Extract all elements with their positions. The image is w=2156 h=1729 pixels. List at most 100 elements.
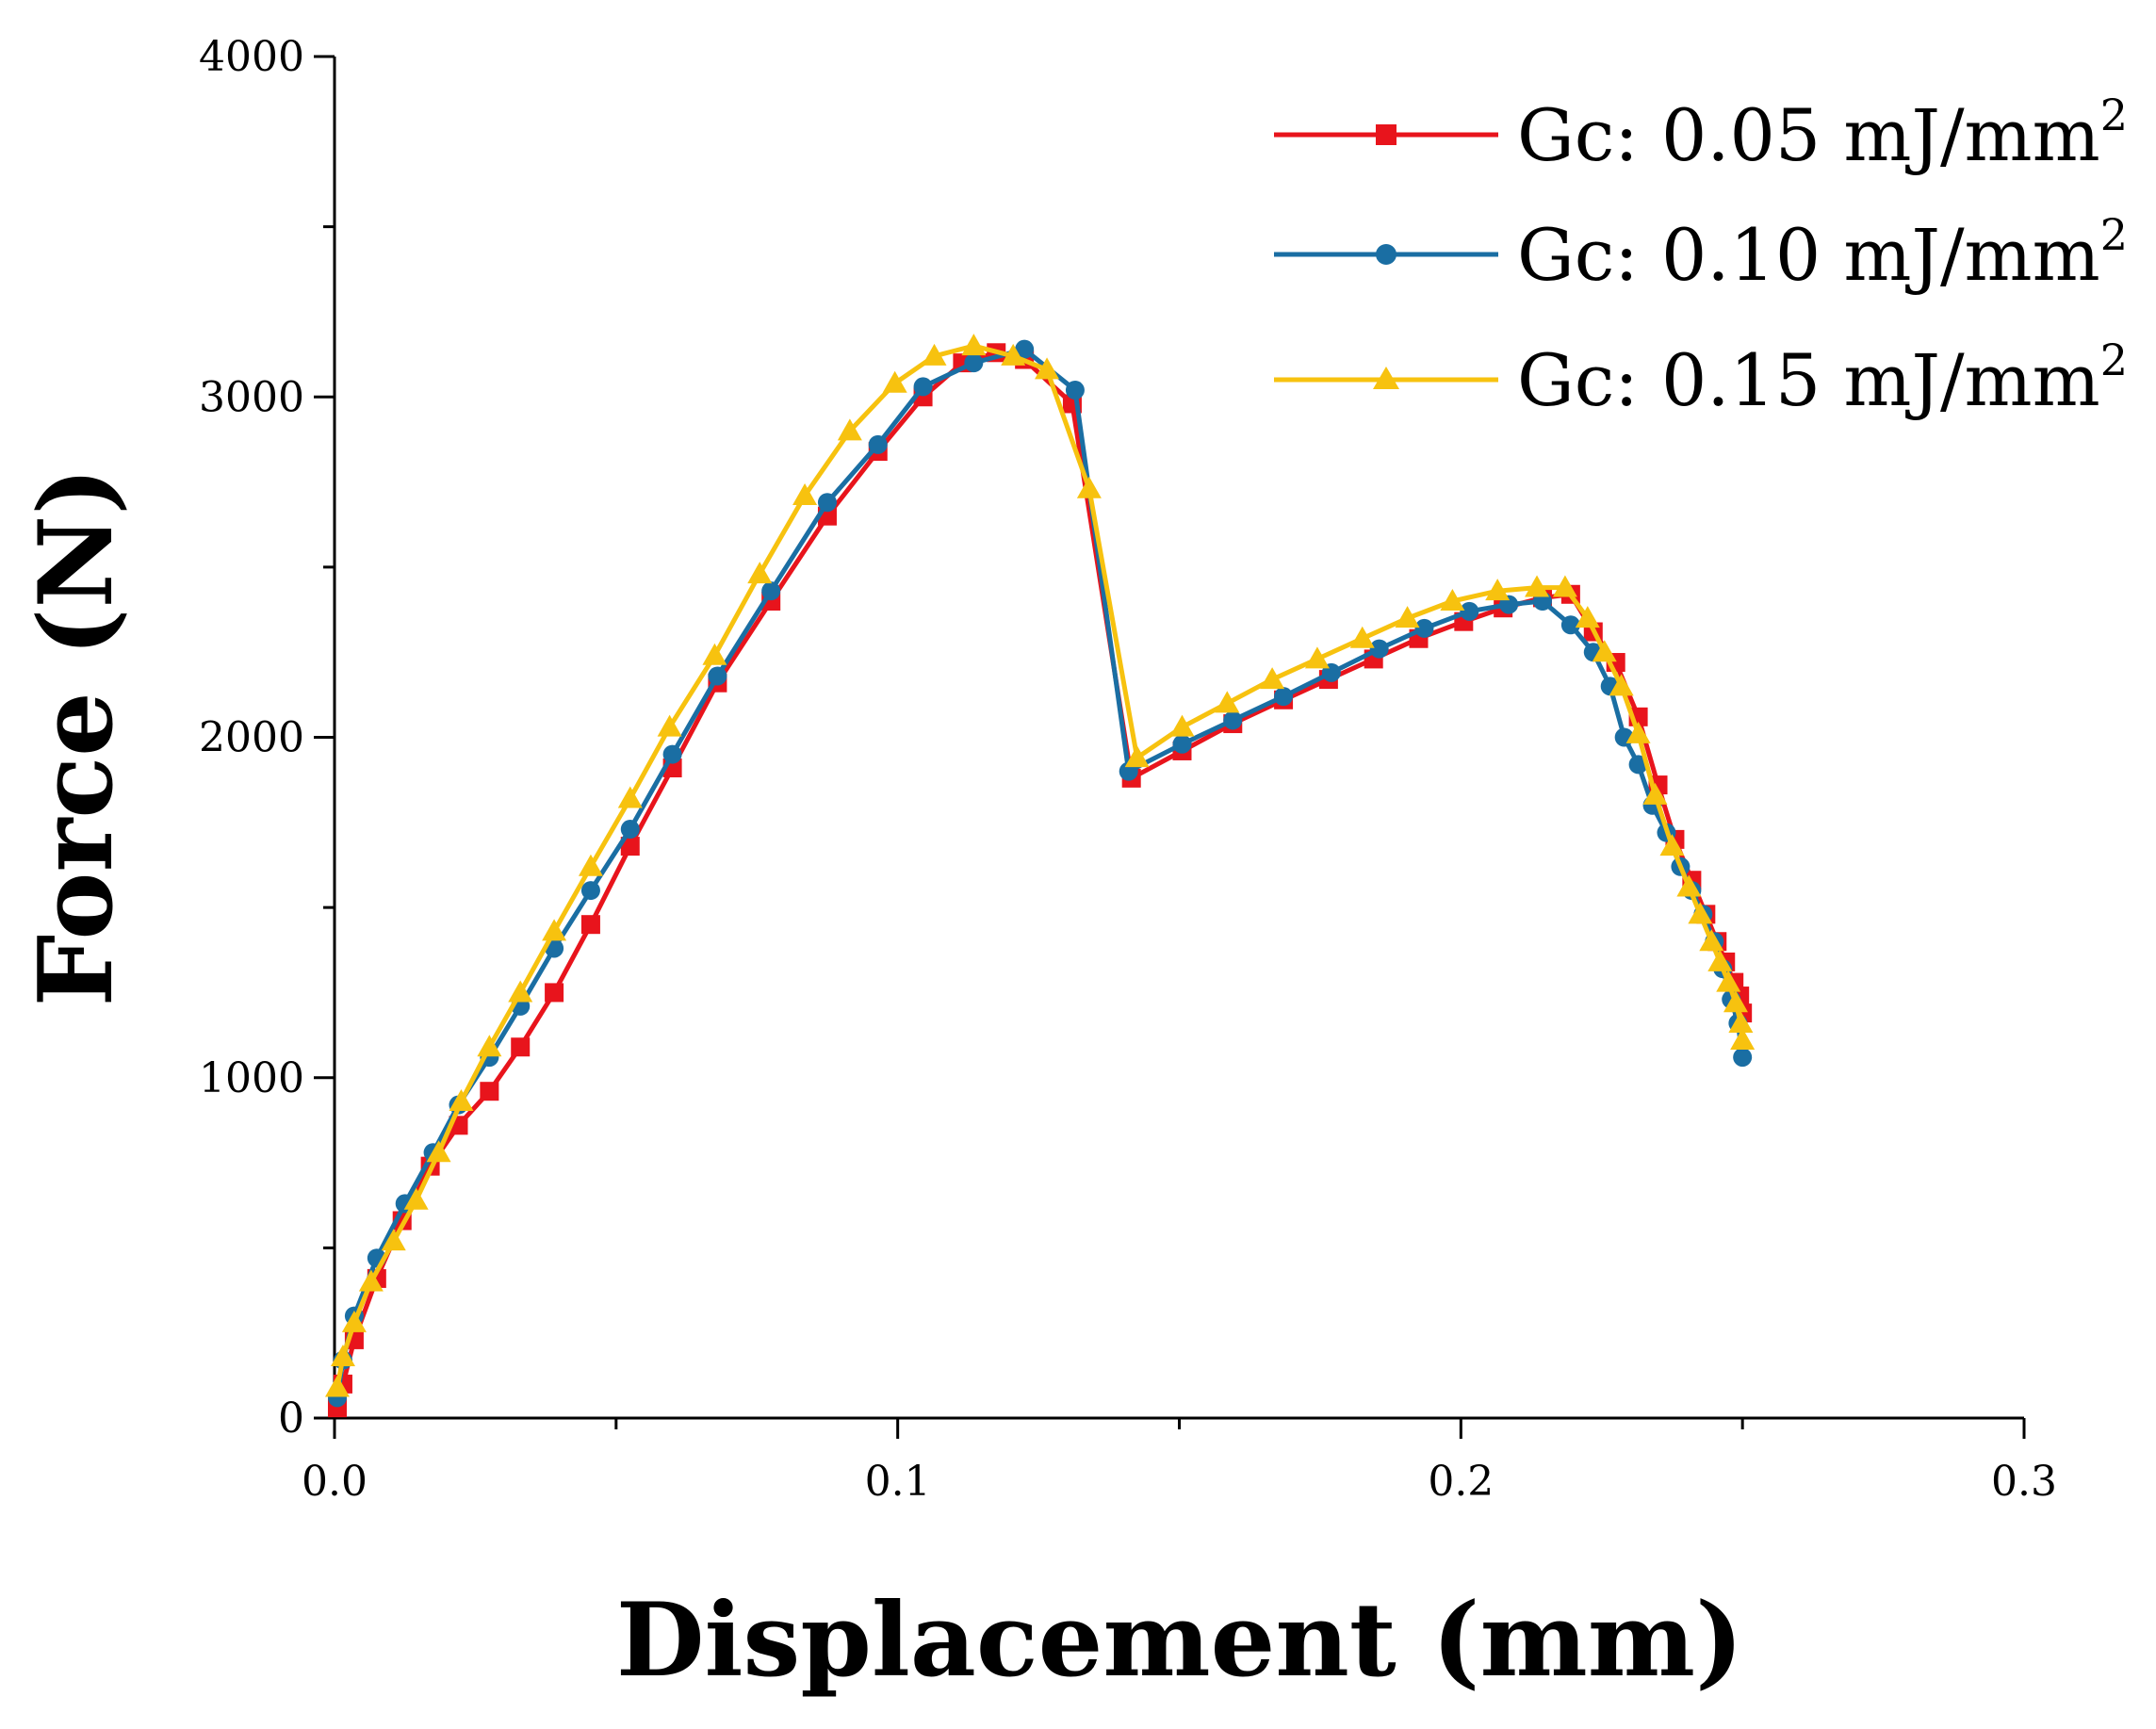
data-point — [426, 1140, 451, 1163]
data-point — [620, 820, 640, 840]
data-point — [545, 983, 564, 1003]
legend-label-gc-005: Gc: 0.05 mJ/mm2 — [1517, 90, 2128, 177]
data-point — [1065, 381, 1085, 400]
data-point — [580, 915, 600, 935]
data-point — [1414, 618, 1434, 638]
y-tick-label: 3000 — [199, 373, 304, 421]
data-point — [1525, 575, 1550, 597]
data-point — [882, 370, 907, 393]
y-tick-label: 0 — [278, 1395, 304, 1443]
data-point — [817, 493, 837, 513]
data-point — [662, 744, 682, 764]
data-point — [1172, 734, 1192, 754]
data-point — [1552, 575, 1577, 597]
data-point — [358, 1269, 384, 1292]
data-point — [330, 1344, 355, 1366]
data-point — [1124, 745, 1150, 768]
data-point — [1592, 640, 1617, 662]
data-point — [922, 343, 947, 366]
series-line — [335, 343, 1745, 1388]
series-1 — [327, 343, 1753, 1418]
series-3 — [324, 334, 1756, 1397]
legend-marker-circle — [1376, 244, 1396, 265]
data-point — [792, 483, 818, 506]
data-point — [580, 881, 600, 901]
data-point — [620, 837, 640, 856]
legend-item-gc-005: Gc: 0.05 mJ/mm2 — [1274, 90, 2128, 177]
legend-marker-square — [1376, 124, 1396, 145]
data-point — [542, 919, 567, 941]
y-tick-label: 4000 — [199, 33, 304, 81]
data-point — [708, 666, 727, 686]
data-point — [1169, 714, 1195, 737]
data-point — [578, 854, 603, 876]
data-point — [761, 581, 781, 601]
x-axis-title: Displacement (mm) — [616, 1581, 1743, 1700]
data-point — [1395, 606, 1420, 628]
data-point — [1223, 710, 1243, 730]
data-point — [1659, 834, 1685, 856]
series-2 — [327, 339, 1753, 1408]
x-tick-label: 0.2 — [1428, 1458, 1494, 1506]
data-point — [1304, 646, 1330, 669]
data-point — [1440, 589, 1465, 611]
data-point — [1215, 691, 1240, 713]
data-point — [1728, 1010, 1754, 1033]
legend: Gc: 0.05 mJ/mm2 Gc: 0.10 mJ/mm2 Gc: 0.15… — [1274, 90, 2128, 422]
data-point — [1676, 874, 1702, 897]
data-point — [1730, 1028, 1756, 1051]
data-point — [1609, 674, 1634, 696]
data-point — [511, 1037, 531, 1057]
series-line — [335, 347, 1745, 1398]
data-point — [324, 1375, 350, 1397]
data-point — [1642, 782, 1668, 805]
data-point — [702, 643, 727, 665]
data-point — [1707, 949, 1733, 971]
y-axis-title: Force (N) — [17, 467, 136, 1007]
data-point — [1274, 687, 1294, 707]
data-point — [747, 562, 773, 584]
data-point — [961, 334, 987, 356]
legend-marker-triangle — [1373, 367, 1399, 389]
data-point — [1575, 606, 1600, 628]
data-point — [1015, 339, 1035, 359]
legend-item-gc-015: Gc: 0.15 mJ/mm2 — [1274, 334, 2128, 422]
x-tick-label: 0.0 — [302, 1458, 368, 1506]
data-point — [1349, 626, 1375, 648]
ticks: 0 1000 2000 3000 4000 0.0 0.1 0.2 0.3 — [199, 33, 2057, 1506]
data-point — [964, 353, 984, 373]
legend-item-gc-010: Gc: 0.10 mJ/mm2 — [1274, 209, 2128, 297]
x-tick-label: 0.1 — [865, 1458, 931, 1506]
legend-label-gc-015: Gc: 0.15 mJ/mm2 — [1517, 334, 2128, 422]
y-tick-label: 1000 — [199, 1054, 304, 1102]
series-line — [335, 350, 1745, 1409]
data-point — [617, 786, 643, 808]
data-point — [1260, 667, 1285, 690]
data-point — [1699, 929, 1724, 952]
data-point — [1723, 990, 1748, 1013]
data-point — [913, 377, 933, 397]
series-layer — [324, 334, 1756, 1418]
x-tick-label: 0.3 — [1991, 1458, 2057, 1506]
data-point — [508, 980, 533, 1003]
data-point — [1035, 357, 1060, 380]
legend-label-gc-010: Gc: 0.10 mJ/mm2 — [1517, 209, 2128, 297]
data-point — [1460, 601, 1479, 621]
data-point — [1625, 721, 1651, 743]
data-point — [1688, 902, 1713, 924]
data-point — [449, 1089, 474, 1112]
data-point — [1733, 1048, 1753, 1068]
data-point — [477, 1035, 502, 1057]
data-point — [657, 714, 682, 737]
data-point — [1716, 970, 1741, 992]
data-point — [403, 1187, 429, 1210]
data-point — [480, 1082, 499, 1101]
data-point — [381, 1229, 406, 1251]
data-point — [1001, 343, 1026, 366]
data-point — [1560, 615, 1580, 635]
data-point — [341, 1310, 367, 1332]
data-point — [1485, 579, 1511, 601]
data-point — [868, 434, 888, 454]
y-tick-label: 2000 — [199, 714, 304, 762]
